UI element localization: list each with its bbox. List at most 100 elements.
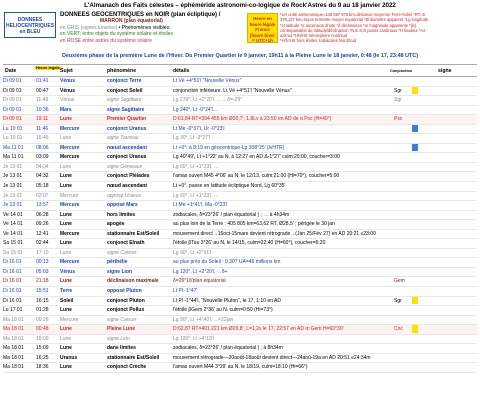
row-subject: Vénus: [60, 78, 76, 84]
row-phenomenon: nœud ascendant: [107, 144, 148, 151]
row-details: au plus loin de la Terre : 405 805 km=63…: [173, 221, 335, 228]
row-phenomenon: signe Cancer: [107, 316, 137, 323]
row-time: 00:13: [36, 259, 49, 266]
row-time: 09:26: [36, 221, 49, 228]
lunar-signs-label: en GRIS (signes lunaires): [60, 24, 118, 31]
row-time: 11:49: [36, 97, 49, 104]
row-phenomenon: conjonct Crèche: [107, 364, 147, 371]
row-phenomenon: opposé Uranus: [107, 192, 141, 199]
row-details: Lg 120°, Lt +2°20'l, →δ+: [173, 268, 228, 275]
row-details: l'étoile βTau 3°26' au N, le 14/15, culm…: [173, 240, 326, 247]
table-row: Ma 18 01 15:09 Lune signe Lion Lg 120°, Lt +…: [3, 335, 477, 345]
row-subject: Lune: [60, 183, 72, 190]
green-key-label: en VERT: entre objets du système solaire…: [60, 31, 174, 38]
row-phenomenon: opposé Pluton: [107, 288, 142, 295]
visible-phenomena-label: • Phénomènes visibles:: [118, 24, 171, 31]
row-date: Je 13 01: [3, 202, 23, 209]
row-details: Lg 240°, Lt -0°24'l...: [173, 106, 217, 113]
row-details: Lt Pl -1°44'l, "Nouvelle Pluton", le 17,…: [173, 297, 281, 304]
row-subject: Lune: [60, 278, 72, 285]
row-conjunction: Psc: [394, 116, 403, 123]
row-details: l'étoile βGem 2°36' au N. culm=0:50 (Hi=…: [173, 307, 273, 314]
row-conjunction: Sgr: [394, 97, 402, 104]
table-row: Di 09 01 19:11 Lune Premier Quartier D:61,84…: [3, 115, 477, 125]
row-subject: Mercure: [60, 259, 80, 266]
row-details: Lg 60°, Lt +1°23'l, ...: [173, 163, 219, 170]
table-row: Di 09 01 00:47 Vénus conjonct Soleil conjonc…: [3, 86, 477, 97]
row-details: mouvement direct→15oct-15mars devient ré…: [173, 230, 376, 237]
row-date: Je 13 01: [3, 192, 23, 199]
row-phenomenon: conjonct Soleil: [107, 87, 143, 94]
row-date: Je 13 01: [3, 163, 23, 170]
row-phenomenon: signe Lion: [107, 268, 132, 275]
row-subject: Lune: [60, 307, 72, 314]
row-time: 06:28: [36, 211, 49, 218]
row-date: Ma 11 01: [3, 154, 24, 161]
row-date: Ma 11 01: [3, 144, 24, 151]
row-subject: Lune: [60, 240, 72, 247]
row-date: Di 16 01: [3, 268, 22, 275]
row-subject: Mercure: [60, 125, 80, 132]
row-details: l'amas ouvert M45 4°06' au N. le 12/13, …: [173, 173, 340, 180]
geocentric-label-b: en NOIR (plan écliptique) /: [145, 12, 221, 18]
table-row: Ma 18 01 00:26 Mercure signe Cancer Lg 90°, …: [3, 316, 477, 326]
row-time: 08:06: [36, 144, 49, 151]
row-date: Ma 18 01: [3, 354, 24, 361]
row-phenomenon: Pleine Lune: [107, 326, 136, 333]
table-row: Di 16 01 16:15 Soleil conjonct Pluton Lt Pl …: [3, 296, 477, 307]
table-row: Je 13 01 05:18 Lune nœud ascendant Lt +0°, p…: [3, 182, 477, 192]
row-subject: Terre: [60, 288, 73, 295]
row-date: Di 16 01: [3, 259, 22, 266]
row-subject: Lune: [60, 135, 72, 142]
note-line: *Lt latitude *α ascension droite *δ décl…: [280, 22, 417, 28]
row-details: Lg 90°, Lt +2°31'l: [173, 249, 212, 256]
row-date: Di 16 01: [3, 297, 22, 304]
row-details: Lt Vé +4°51'l "Nouvelle Vénus": [173, 78, 242, 84]
row-details: Lt Me -0°37'l, Ur -0°23'l: [173, 125, 225, 132]
col-conjunction: Conjonction: [390, 69, 413, 73]
row-phenomenon: signe Gémeaux: [107, 163, 143, 170]
row-subject: Mercure: [60, 154, 80, 161]
table-row: Ma 11 01 08:06 Mercure nœud ascendant Lt +0°…: [3, 143, 477, 154]
table-row: Ma 18 01 18:36 Lune conjonct Crèche l'amas o…: [3, 363, 477, 373]
conjunction-marker: [412, 325, 418, 333]
table-row: Je 13 01 04:32 Lune conjonct Pléiades l'amas…: [3, 172, 477, 183]
row-subject: Lune: [60, 364, 72, 371]
row-subject: Lune: [60, 221, 72, 228]
row-date: Ma 18 01: [3, 335, 24, 342]
legend-line-2: HELIOCENTRIQUES: [5, 23, 55, 29]
table-row: Ve 14 01 12:41 Mercure stationnaire Est/Sol…: [3, 230, 477, 240]
note-line: 378,137 km=rayon terrestre moyen équator…: [280, 17, 429, 23]
equatorial-label: MARRON (plan équatorial): [100, 18, 163, 25]
row-date: Di 16 01: [3, 278, 22, 285]
row-date: Di 09 01: [3, 87, 22, 94]
row-details: Lg 90°, Lt +4°40'l, ...=22jan: [173, 316, 234, 323]
row-time: 16:15: [36, 297, 49, 304]
row-phenomenon: dans limites: [107, 345, 136, 352]
row-date: Di 09 01: [3, 78, 22, 84]
hour-box-line: heure légale: [249, 21, 276, 27]
col-subject: Sujet: [60, 68, 73, 74]
conjunction-marker: [412, 86, 418, 95]
lunar-phase-banner: Deuxième phase de la première Lune de l'…: [61, 53, 419, 59]
row-details: Lg 60°, Lt +1°23'l, ...: [173, 192, 219, 199]
row-subject: Lune: [60, 345, 72, 352]
row-details: Lg 120°, Lt +4°19'l: [173, 335, 214, 342]
row-time: 11:46: [36, 125, 49, 132]
row-subject: Mercure: [60, 202, 80, 209]
row-time: 01:28: [36, 307, 49, 314]
row-subject: Lune: [60, 163, 72, 170]
row-phenomenon: conjonct Pollux: [107, 307, 145, 314]
table-row: Lu 10 01 15:46 Lune signe Taureau Lg 30°, Lt…: [3, 134, 477, 144]
table-row: Lu 10 01 11:46 Mercure conjonct Uranus Lt Me…: [3, 124, 477, 135]
row-time: 19:11: [36, 116, 49, 123]
table-header: Date Heure légale Sujet phénomène détail…: [3, 64, 477, 77]
color-key: DONNEES GEOCENTRIQUES en NOIR (plan écli…: [60, 12, 246, 44]
table-row: Di 09 01 01:41 Vénus conjonct Terre Lt Vé +4…: [3, 77, 477, 87]
row-phenomenon: signe Taureau: [107, 135, 139, 142]
table-row: Ma 11 01 03:09 Mercure conjonct Uranus Lg 40…: [3, 153, 477, 163]
legend-line-1: DONNEES: [17, 17, 43, 23]
table-row: Di 16 01 15:51 Terre opposé Pluton Lt Pl -1°…: [3, 287, 477, 297]
row-subject: Lune: [60, 249, 72, 256]
row-phenomenon: déclinaison maximale: [107, 278, 159, 285]
